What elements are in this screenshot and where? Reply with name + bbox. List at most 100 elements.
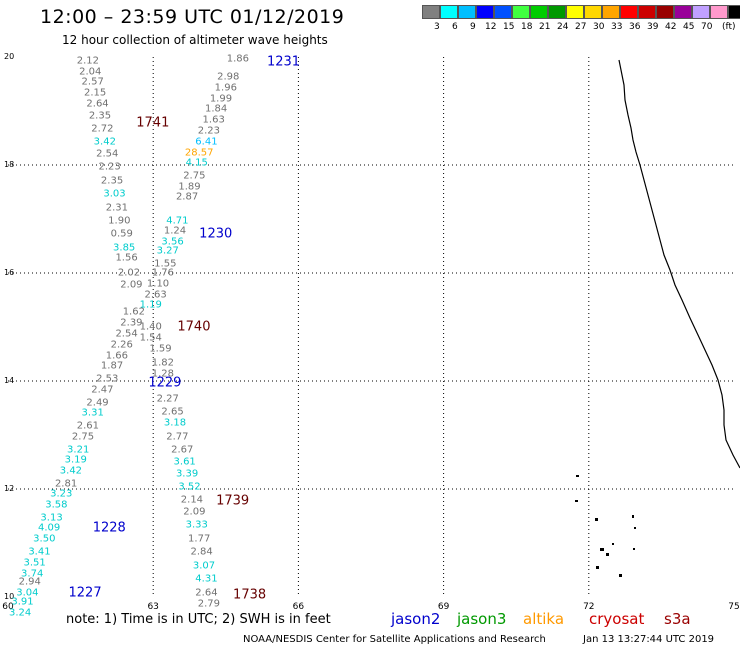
wave-height-value: 2.57 [81,76,104,88]
wave-height-value: 1.77 [188,533,211,545]
legend-label: 24 [557,22,569,32]
wave-height-value: 1.99 [209,93,233,105]
legend-label: 70 [701,22,713,32]
x-tick-label: 60 [2,602,14,612]
legend-swatch [494,5,512,19]
legend-label: 6 [452,22,458,32]
track-time-label: 1738 [233,587,267,603]
x-tick-label: 69 [437,602,450,612]
generated-timestamp: Jan 13 13:27:44 UTC 2019 [583,634,715,645]
legend-label: 21 [539,22,551,32]
islands [575,475,636,577]
wave-height-value: 2.35 [100,175,124,187]
wave-height-value: 2.12 [76,55,99,67]
legend-label: 45 [683,22,695,32]
legend-swatch [458,5,476,19]
wave-height-value: 2.23 [98,161,121,173]
wave-height-value: 3.18 [163,417,187,429]
y-tick-label: 14 [4,376,15,385]
map-subtitle: 12 hour collection of altimeter wave hei… [62,33,328,47]
y-tick-label: 16 [4,268,15,277]
wave-height-value: 4.71 [166,215,189,227]
legend-label: 27 [575,22,587,32]
wave-height-value: 2.67 [171,444,194,456]
legend-swatch [476,5,494,19]
wave-height-value: 3.13 [40,512,63,524]
legend-label: 36 [629,22,641,32]
map-title: 12:00 – 23:59 UTC 01/12/2019 [40,6,345,28]
wave-height-value: 3.85 [113,242,136,254]
color-legend [422,5,740,19]
wave-height-value: 1.56 [115,252,138,264]
legend-label: 15 [503,22,515,32]
wave-height-value: 4.15 [185,157,208,169]
legend-label: 12 [485,22,497,32]
wave-height-value: 2.09 [120,279,143,291]
wave-height-value: 3.42 [59,465,83,477]
legend-label: 18 [521,22,533,32]
wave-height-value: 1.54 [139,332,162,344]
legend-label: 42 [665,22,677,32]
satellite-altika: altika [523,610,565,628]
wave-height-value: 1.10 [146,278,170,290]
satellite-cryosat: cryosat [589,610,645,628]
legend-unit: (ft) [722,22,736,32]
wave-height-value: 2.26 [110,339,133,351]
wave-height-value: 3.52 [178,481,201,493]
y-tick-label: 18 [4,160,15,169]
legend-swatch [638,5,656,19]
credit-text: NOAA/NESDIS Center for Satellite Applica… [243,634,546,645]
wave-height-value: 1.40 [139,321,162,333]
legend-swatch [692,5,710,19]
track-time-label: 1740 [177,319,211,335]
wave-height-value: 2.72 [91,123,114,135]
wave-height-value: 1.96 [214,82,237,94]
wave-height-value: 3.50 [33,533,56,545]
wave-height-value: 3.27 [156,245,179,257]
wave-height-value: 2.84 [190,546,213,558]
wave-height-value: 3.42 [93,136,116,148]
wave-height-value: 1.76 [151,267,175,279]
wave-height-value: 1.84 [204,103,228,115]
wave-height-value: 2.75 [71,431,95,443]
wave-height-value: 1.82 [151,357,175,369]
legend-swatch [530,5,548,19]
wave-height-value: 3.51 [23,557,46,569]
track-time-label: 1228 [92,520,126,536]
wave-height-value: 2.15 [83,87,107,99]
legend-swatch [440,5,458,19]
legend-label: 3 [434,22,440,32]
wave-height-value: 2.54 [96,148,119,160]
legend-swatch [728,5,740,19]
wave-height-value: 3.24 [8,607,32,619]
wave-height-value: 1.62 [122,306,145,318]
wave-height-value: 1.28 [151,368,175,380]
x-tick-label: 66 [292,602,305,612]
wave-height-value: 1.24 [163,225,187,237]
wave-height-value: 2.87 [175,191,199,203]
wave-height-value: 3.33 [185,519,208,531]
footer-note: note: 1) Time is in UTC; 2) SWH is in fe… [66,612,331,627]
track-time-label: 1741 [136,115,170,131]
wave-height-value: 3.07 [192,560,216,572]
legend-swatch [656,5,674,19]
coastline [618,59,740,469]
wave-height-value: 1.66 [105,350,129,362]
wave-height-value: 2.77 [166,431,189,443]
legend-label: 30 [593,22,605,32]
wave-height-value: 2.54 [115,328,138,340]
wave-height-value: 2.49 [86,397,109,409]
wave-height-value: 2.98 [217,71,240,83]
wave-height-value: 6.41 [195,136,218,148]
wave-height-value: 2.14 [180,494,204,506]
legend-swatch [620,5,638,19]
wave-height-value: 1.63 [202,114,225,126]
wave-height-value: 3.23 [50,488,73,500]
wave-height-value: 2.35 [88,110,112,122]
wave-height-value: 28.57 [184,147,214,159]
wave-height-value: 4.31 [195,573,218,585]
wave-height-value: 2.81 [54,478,78,490]
track-time-label: 1231 [266,54,301,70]
wave-height-value: 3.58 [45,499,68,511]
